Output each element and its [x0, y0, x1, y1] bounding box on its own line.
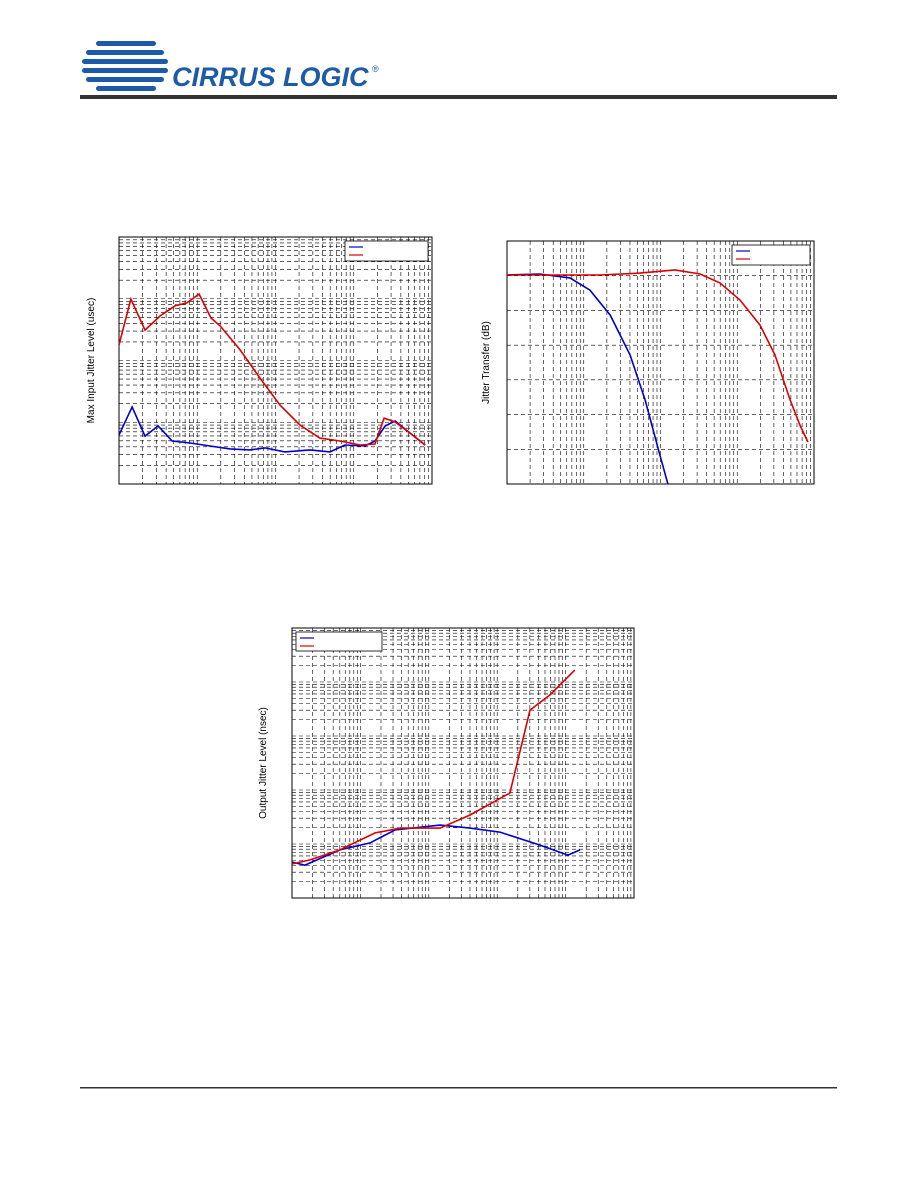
chart: Jitter Transfer (dB) — [481, 240, 815, 485]
grid — [119, 237, 432, 484]
plot-frame — [291, 627, 635, 899]
legend — [295, 631, 383, 652]
legend — [344, 240, 429, 262]
logo-mark — [82, 41, 168, 91]
logo-registered: ® — [372, 64, 379, 74]
y-axis-label: Output Jitter Level (nsec) — [258, 707, 269, 819]
plot-frame — [506, 240, 815, 485]
legend-box — [344, 240, 429, 262]
plot-frame — [118, 236, 433, 485]
header-rule — [80, 95, 837, 99]
logo-text: CIRRUS LOGIC — [172, 62, 369, 92]
series-line — [291, 824, 581, 866]
series-line — [118, 404, 426, 453]
chart: Max Input Jitter Level (usec) — [86, 236, 433, 485]
grid — [292, 628, 634, 898]
y-axis-label: Max Input Jitter Level (usec) — [86, 298, 97, 424]
legend — [731, 244, 811, 266]
series-line — [507, 269, 809, 443]
y-axis-label: Jitter Transfer (dB) — [481, 321, 492, 404]
legend-box — [731, 244, 811, 266]
legend-box — [295, 631, 383, 652]
series-line — [291, 669, 576, 865]
grid — [507, 241, 814, 484]
footer-rule — [80, 1087, 837, 1089]
chart: Output Jitter Level (nsec) — [258, 627, 635, 899]
series-line — [118, 292, 426, 446]
